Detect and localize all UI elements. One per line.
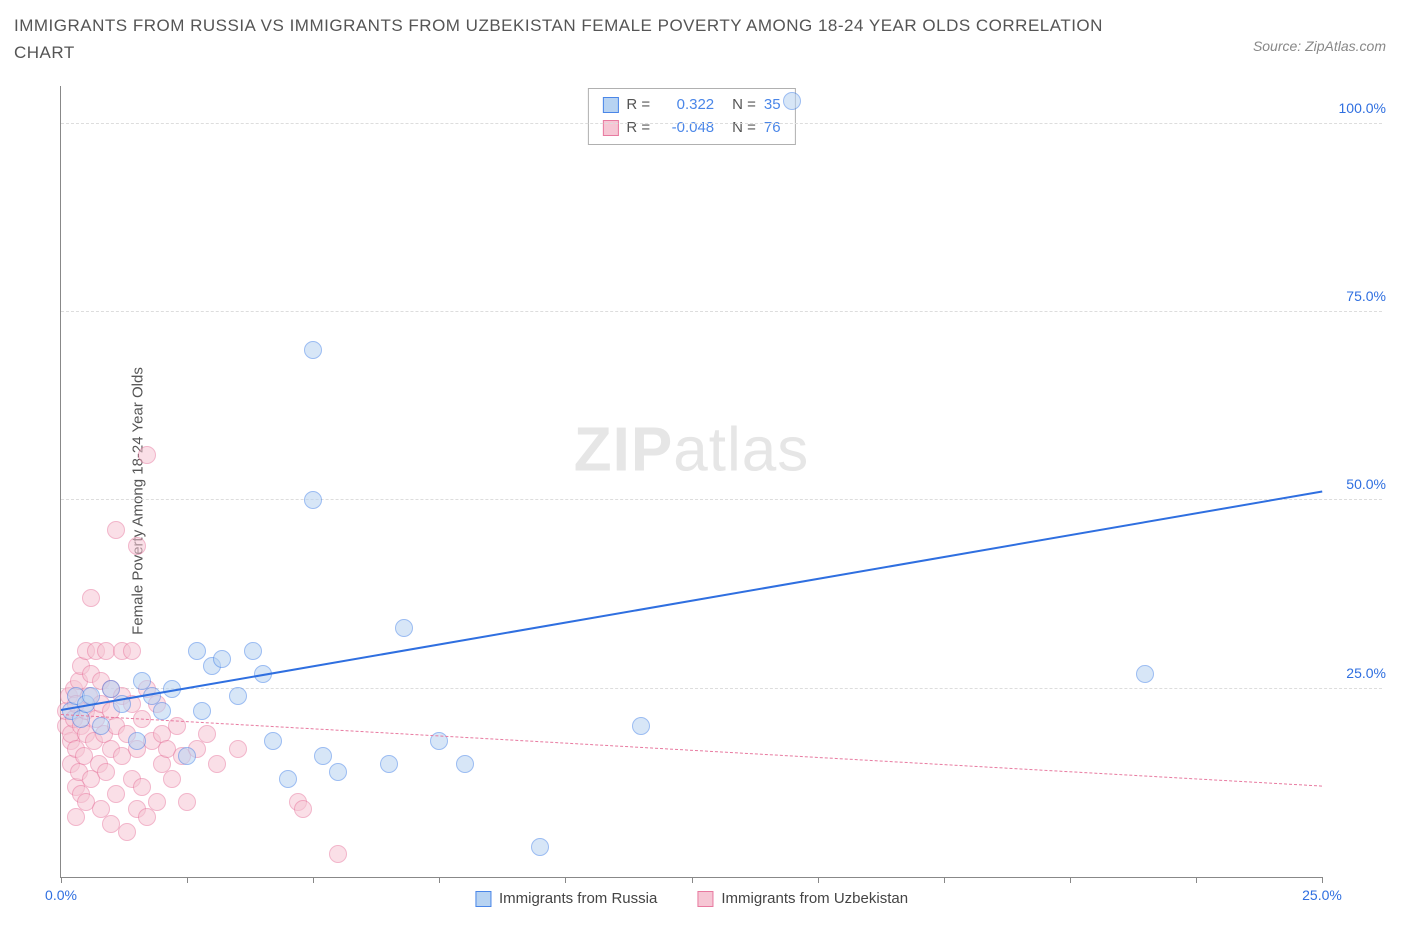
legend-swatch	[697, 891, 713, 907]
scatter-point	[118, 823, 136, 841]
x-tick	[187, 877, 188, 883]
scatter-point	[1136, 665, 1154, 683]
scatter-point	[163, 770, 181, 788]
x-tick	[692, 877, 693, 883]
trend-line	[61, 491, 1322, 711]
scatter-point	[329, 845, 347, 863]
scatter-point	[97, 763, 115, 781]
legend-label: Immigrants from Uzbekistan	[721, 890, 908, 907]
gridline-h	[61, 123, 1382, 124]
gridline-h	[61, 499, 1382, 500]
plot-area: ZIPatlas R =0.322N =35R =-0.048N =76 Imm…	[60, 86, 1322, 878]
scatter-point	[213, 650, 231, 668]
scatter-point	[193, 702, 211, 720]
legend-r-value: 0.322	[658, 94, 714, 117]
x-tick	[61, 877, 62, 883]
scatter-point	[329, 763, 347, 781]
scatter-point	[244, 642, 262, 660]
scatter-point	[456, 755, 474, 773]
trend-line	[61, 714, 1322, 787]
y-tick-label: 25.0%	[1346, 665, 1386, 681]
x-tick	[944, 877, 945, 883]
scatter-point	[153, 702, 171, 720]
scatter-point	[92, 717, 110, 735]
scatter-point	[128, 537, 146, 555]
x-tick	[439, 877, 440, 883]
x-tick-label: 0.0%	[45, 887, 77, 903]
correlation-legend: R = 0.322 N = 35 R = -0.048 N = 76	[587, 88, 795, 145]
scatter-point	[229, 687, 247, 705]
scatter-point	[279, 770, 297, 788]
source-label: Source: ZipAtlas.com	[1253, 38, 1386, 54]
scatter-point	[783, 92, 801, 110]
legend-n-label: N =	[732, 94, 756, 117]
scatter-point	[148, 793, 166, 811]
scatter-point	[178, 793, 196, 811]
legend-label: Immigrants from Russia	[499, 890, 657, 907]
scatter-point	[531, 838, 549, 856]
scatter-point	[188, 642, 206, 660]
gridline-h	[61, 688, 1382, 689]
scatter-point	[264, 732, 282, 750]
scatter-point	[107, 785, 125, 803]
x-tick	[565, 877, 566, 883]
x-tick	[1070, 877, 1071, 883]
x-tick-label: 25.0%	[1302, 887, 1342, 903]
legend-r-label: R =	[626, 117, 650, 140]
watermark-light: atlas	[673, 415, 809, 484]
scatter-point	[67, 808, 85, 826]
y-tick-label: 100.0%	[1339, 100, 1386, 116]
scatter-point	[133, 778, 151, 796]
watermark-bold: ZIP	[574, 415, 673, 484]
scatter-point	[123, 642, 141, 660]
series-legend: Immigrants from Russia Immigrants from Uz…	[475, 890, 908, 907]
scatter-point	[128, 732, 146, 750]
legend-row: R = 0.322 N = 35	[602, 94, 780, 117]
scatter-point	[178, 747, 196, 765]
scatter-point	[294, 800, 312, 818]
x-tick	[1322, 877, 1323, 883]
scatter-point	[632, 717, 650, 735]
scatter-point	[229, 740, 247, 758]
chart-container: Female Poverty Among 18-24 Year Olds ZIP…	[14, 86, 1392, 916]
scatter-point	[107, 521, 125, 539]
legend-n-label: N =	[732, 117, 756, 140]
legend-n-value: 35	[764, 94, 781, 117]
legend-swatch	[602, 97, 618, 113]
scatter-point	[138, 446, 156, 464]
legend-item: Immigrants from Uzbekistan	[697, 890, 908, 907]
legend-n-value: 76	[764, 117, 781, 140]
scatter-point	[314, 747, 332, 765]
watermark: ZIPatlas	[574, 414, 809, 485]
x-tick	[313, 877, 314, 883]
x-tick	[1196, 877, 1197, 883]
x-tick	[818, 877, 819, 883]
y-tick-label: 50.0%	[1346, 476, 1386, 492]
scatter-point	[380, 755, 398, 773]
scatter-point	[395, 619, 413, 637]
legend-r-value: -0.048	[658, 117, 714, 140]
gridline-h	[61, 311, 1382, 312]
scatter-point	[138, 808, 156, 826]
y-tick-label: 75.0%	[1346, 288, 1386, 304]
legend-swatch	[475, 891, 491, 907]
scatter-point	[304, 491, 322, 509]
legend-r-label: R =	[626, 94, 650, 117]
scatter-point	[208, 755, 226, 773]
scatter-point	[82, 589, 100, 607]
legend-item: Immigrants from Russia	[475, 890, 657, 907]
legend-row: R = -0.048 N = 76	[602, 117, 780, 140]
chart-title: IMMIGRANTS FROM RUSSIA VS IMMIGRANTS FRO…	[14, 12, 1114, 66]
scatter-point	[198, 725, 216, 743]
scatter-point	[304, 341, 322, 359]
